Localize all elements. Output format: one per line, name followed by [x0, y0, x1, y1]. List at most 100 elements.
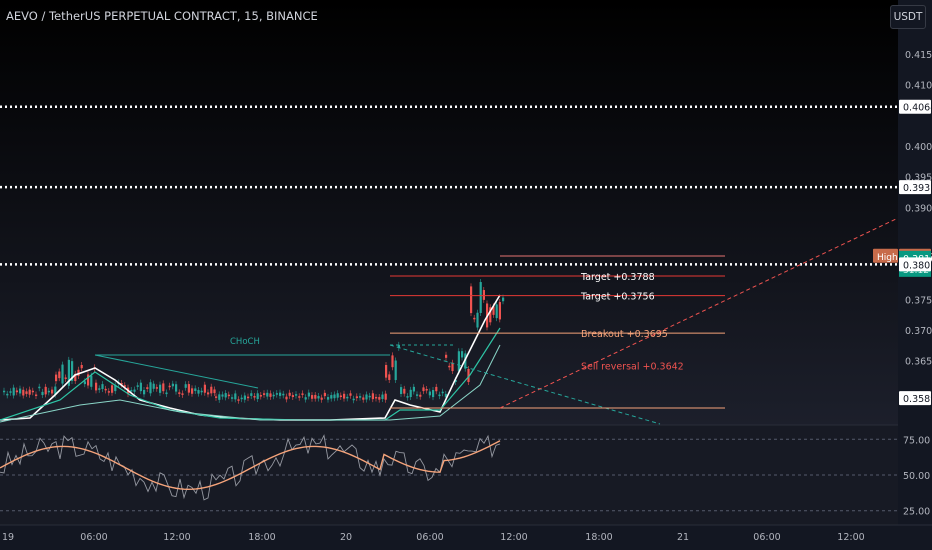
- symbol-title[interactable]: AEVO / TetherUS PERPETUAL CONTRACT, 15, …: [6, 9, 318, 23]
- candle-body: [74, 373, 77, 382]
- candle-body: [120, 383, 123, 385]
- candle-body: [159, 384, 162, 393]
- candle-body: [240, 397, 243, 400]
- candle-body: [307, 392, 310, 397]
- candle-body: [288, 392, 291, 396]
- candle-body: [444, 393, 447, 398]
- candle-body: [38, 386, 41, 389]
- candle-body: [400, 387, 403, 395]
- candle-body: [98, 388, 101, 390]
- candle-body: [295, 394, 298, 396]
- oscillator-tick-label: 50.00: [903, 471, 930, 482]
- candle-body: [162, 383, 165, 392]
- candle-body: [457, 351, 460, 372]
- candle-body: [394, 360, 397, 381]
- candle-body: [243, 395, 246, 400]
- candle-body: [197, 390, 200, 394]
- candle-body: [191, 388, 194, 394]
- candle-body: [339, 395, 342, 398]
- candle-body: [143, 389, 146, 395]
- candle-body: [55, 374, 58, 382]
- candle-body: [279, 392, 282, 396]
- price-label: 0.3933: [903, 183, 932, 194]
- candle-body: [275, 393, 278, 395]
- time-tick-label: 12:00: [163, 532, 190, 543]
- candle-body: [343, 393, 346, 399]
- time-tick-label: 18:00: [585, 532, 612, 543]
- candle-body: [146, 387, 149, 389]
- candle-body: [327, 397, 330, 400]
- candle-body: [87, 374, 90, 386]
- candle-body: [6, 393, 9, 396]
- candle-body: [349, 393, 352, 396]
- candle-body: [263, 393, 266, 395]
- candle-body: [438, 394, 441, 397]
- target-1-label: Target +0.3788: [580, 272, 655, 283]
- candle-body: [67, 359, 70, 386]
- candle-body: [311, 395, 314, 399]
- candle-body: [492, 306, 495, 315]
- candle-body: [114, 384, 117, 392]
- candle-body: [184, 384, 187, 388]
- candle-body: [336, 393, 339, 398]
- target-2-label: Target +0.3756: [580, 292, 655, 303]
- candle-body: [495, 304, 498, 319]
- candle-body: [461, 351, 464, 358]
- candle-body: [359, 396, 362, 398]
- candle-body: [221, 394, 224, 397]
- candle-body: [234, 393, 237, 400]
- candle-body: [71, 361, 74, 381]
- candle-body: [320, 397, 323, 400]
- candle-body: [9, 391, 12, 393]
- candle-body: [467, 368, 470, 383]
- candle-body: [304, 397, 307, 400]
- oscillator-tick-label: 75.00: [903, 435, 930, 446]
- candle-body: [152, 383, 155, 389]
- candle-body: [44, 386, 47, 395]
- price-label-tag: [899, 180, 931, 195]
- choch-trend-line: [94, 354, 259, 389]
- high-tag-label: High: [877, 253, 898, 263]
- candle-body: [31, 390, 34, 393]
- candle-body: [454, 379, 457, 382]
- candle-body: [231, 397, 234, 399]
- price-pane-bg: [0, 0, 898, 425]
- candle-body: [476, 312, 479, 328]
- rsi-line: [0, 434, 501, 501]
- candle-body: [90, 375, 93, 387]
- time-tick-label: 06:00: [416, 532, 443, 543]
- candle-body: [227, 394, 230, 397]
- candle-body: [479, 282, 482, 313]
- candle-body: [330, 395, 333, 399]
- candle-body: [175, 384, 178, 392]
- descending-dashed-line: [389, 344, 661, 425]
- candle-body: [448, 365, 451, 368]
- candle-body: [47, 390, 50, 393]
- candle-body: [181, 393, 184, 395]
- currency-button[interactable]: USDT: [890, 5, 926, 29]
- candle-body: [200, 390, 203, 393]
- candle-body: [291, 395, 294, 398]
- candle-body: [139, 382, 142, 392]
- candle-body: [64, 377, 67, 379]
- candle-body: [317, 396, 320, 399]
- candle-body: [378, 397, 381, 400]
- candle-body: [409, 389, 412, 398]
- price-label: 0.3807: [903, 260, 932, 271]
- candle-body: [210, 386, 213, 394]
- price-label: 0.4064: [903, 103, 932, 114]
- ema-teal-line: [0, 327, 501, 421]
- candle-body: [489, 307, 492, 323]
- candle-body: [425, 389, 428, 391]
- candle-body: [323, 392, 326, 397]
- breakout-label: Breakout +0.3695: [581, 329, 668, 340]
- price-label: 0.3589: [903, 394, 932, 405]
- time-tick-label: 20: [340, 532, 352, 543]
- candle-body: [61, 364, 64, 384]
- candle-body: [80, 364, 83, 369]
- candle-body: [352, 398, 355, 401]
- candle-body: [314, 394, 317, 399]
- candle-body: [362, 397, 365, 400]
